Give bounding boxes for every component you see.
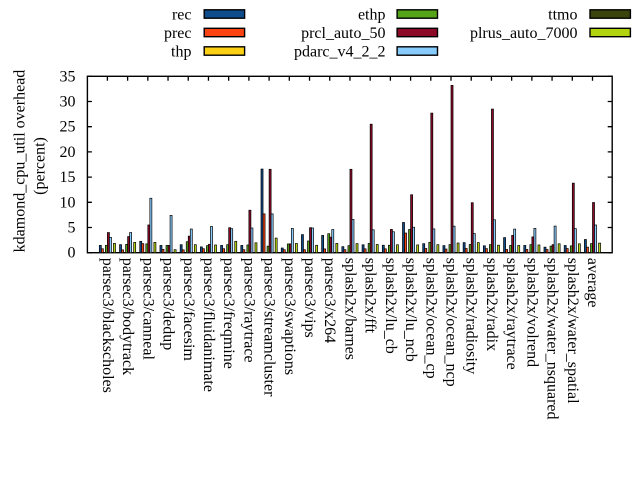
svg-text:plrus_auto_7000: plrus_auto_7000 (470, 25, 578, 42)
svg-text:average: average (584, 258, 601, 308)
svg-text:ethp: ethp (358, 6, 386, 23)
svg-text:parsec3/freqmine: parsec3/freqmine (220, 258, 237, 369)
svg-text:pdarc_v4_2_2: pdarc_v4_2_2 (294, 43, 386, 60)
svg-text:parsec3/raytrace: parsec3/raytrace (240, 258, 257, 363)
svg-text:(percent): (percent) (32, 137, 49, 195)
svg-text:parsec3/canneal: parsec3/canneal (139, 258, 156, 361)
svg-text:rec: rec (172, 6, 192, 23)
svg-text:parsec3/vips: parsec3/vips (301, 258, 318, 338)
svg-text:splash2x/lu_ncb: splash2x/lu_ncb (402, 258, 419, 362)
svg-text:parsec3/facesim: parsec3/facesim (180, 258, 197, 362)
svg-text:parsec3/x264: parsec3/x264 (321, 258, 338, 343)
svg-text:parsec3/streamcluster: parsec3/streamcluster (261, 258, 278, 397)
svg-text:splash2x/barnes: splash2x/barnes (341, 258, 358, 360)
svg-text:kdamond_cpu_util overhead: kdamond_cpu_util overhead (12, 70, 29, 253)
svg-text:splash2x/lu_cb: splash2x/lu_cb (382, 258, 399, 354)
svg-text:parsec3/fluidanimate: parsec3/fluidanimate (200, 258, 217, 392)
svg-text:35: 35 (60, 68, 76, 85)
svg-text:parsec3/blackscholes: parsec3/blackscholes (99, 258, 116, 393)
svg-text:thp: thp (171, 43, 191, 60)
svg-text:prec: prec (164, 25, 192, 42)
svg-text:10: 10 (60, 194, 76, 211)
svg-text:splash2x/water_nsquared: splash2x/water_nsquared (544, 258, 561, 420)
svg-text:ttmo: ttmo (548, 6, 577, 23)
svg-text:parsec3/dedup: parsec3/dedup (160, 258, 177, 350)
svg-text:15: 15 (60, 169, 76, 186)
svg-text:20: 20 (60, 144, 76, 161)
svg-text:splash2x/volrend: splash2x/volrend (523, 258, 540, 367)
svg-text:splash2x/water_spatial: splash2x/water_spatial (564, 258, 581, 404)
svg-text:parsec3/bodytrack: parsec3/bodytrack (119, 258, 136, 375)
svg-text:prcl_auto_50: prcl_auto_50 (301, 25, 385, 42)
svg-text:0: 0 (68, 245, 76, 262)
svg-text:splash2x/radix: splash2x/radix (483, 258, 500, 351)
svg-text:splash2x/ocean_ncp: splash2x/ocean_ncp (443, 258, 460, 387)
svg-text:splash2x/raytrace: splash2x/raytrace (503, 258, 520, 370)
svg-text:5: 5 (68, 220, 76, 237)
svg-text:parsec3/swaptions: parsec3/swaptions (281, 258, 298, 375)
svg-text:25: 25 (60, 119, 76, 136)
svg-text:splash2x/fft: splash2x/fft (362, 258, 379, 334)
svg-text:splash2x/ocean_cp: splash2x/ocean_cp (422, 258, 439, 379)
svg-text:30: 30 (60, 94, 76, 111)
svg-text:splash2x/radiosity: splash2x/radiosity (463, 258, 480, 374)
